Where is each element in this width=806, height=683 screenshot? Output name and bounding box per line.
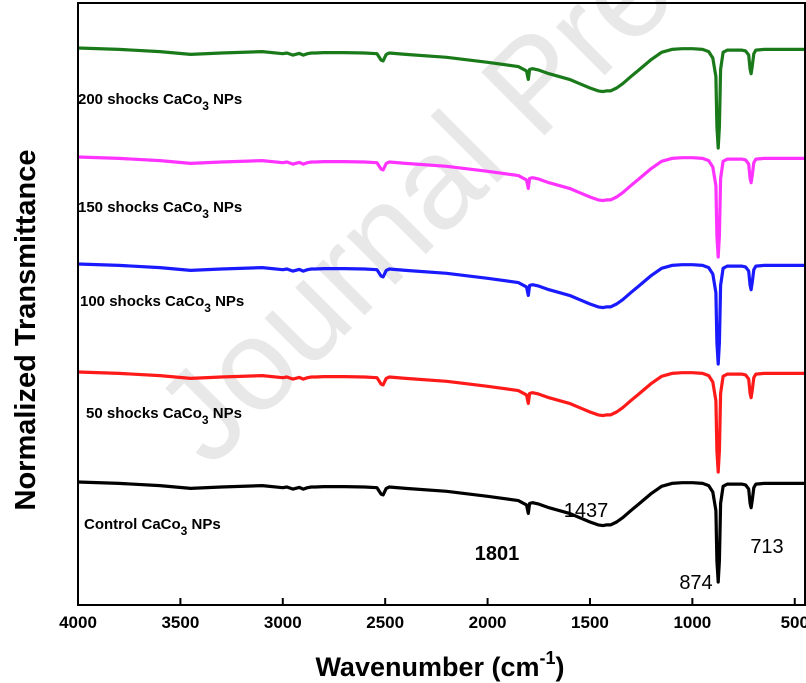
peak-labels: 1801 1437 874 713: [475, 500, 784, 594]
series-layer: [77, 46, 805, 584]
x-axis-title-sup: -1: [540, 648, 556, 668]
peak-label: 1801: [475, 543, 520, 565]
x-axis: 4000 3500 3000 2500 2000 1500 1000 500: [59, 598, 806, 632]
x-tick-label: 1000: [673, 613, 711, 632]
series-label: Control CaCo3 NPs: [84, 516, 221, 538]
y-axis-title: Normalized Transmittance: [10, 150, 42, 511]
x-tick-label: 3500: [161, 613, 199, 632]
spectrum-line: [77, 46, 805, 150]
x-axis-title: Wavenumber (cm-1): [315, 648, 564, 682]
x-tick-label: 3000: [264, 613, 302, 632]
spectrum-line: [77, 155, 805, 259]
x-tick-label: 4000: [59, 613, 97, 632]
spectrum-line: [77, 480, 805, 584]
x-tick-label: 2000: [469, 613, 507, 632]
series-label: 200 shocks CaCo3 NPs: [78, 91, 242, 113]
x-tick-label: 2500: [366, 613, 404, 632]
series-label: 50 shocks CaCo3 NPs: [86, 405, 242, 427]
peak-label: 874: [679, 572, 712, 594]
x-tick-label: 1500: [571, 613, 609, 632]
series-label: 100 shocks CaCo3 NPs: [80, 293, 244, 315]
peak-label: 1437: [564, 500, 609, 522]
peak-label: 713: [750, 536, 783, 558]
x-axis-title-main: Wavenumber (cm: [315, 652, 539, 682]
plot-frame: [77, 2, 806, 606]
x-axis-title-close: ): [556, 652, 565, 682]
legend-labels: 200 shocks CaCo3 NPs 150 shocks CaCo3 NPs…: [78, 91, 244, 538]
spectrum-line: [77, 370, 805, 474]
series-label: 150 shocks CaCo3 NPs: [78, 199, 242, 221]
spectrum-line: [77, 262, 805, 366]
x-tick-label: 500: [781, 613, 806, 632]
